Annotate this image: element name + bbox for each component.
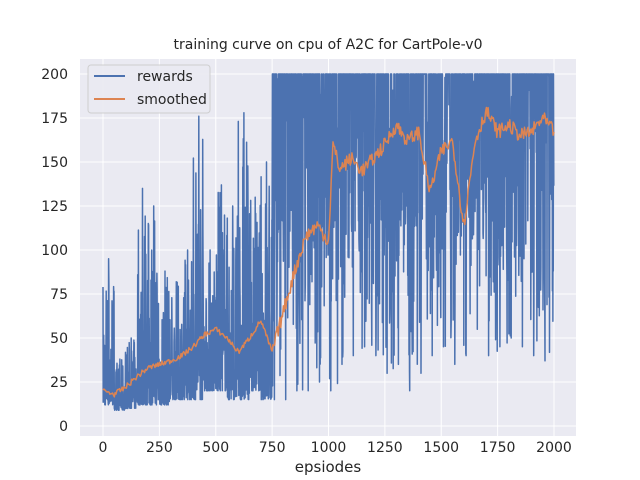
x-tick-label: 0 (99, 440, 108, 456)
x-tick-label: 750 (259, 440, 286, 456)
x-tick-label: 1750 (480, 440, 516, 456)
rewards-line (102, 73, 555, 411)
y-tick-labels: 0 25 50 75 100 125 150 175 200 (41, 67, 68, 435)
y-tick-label: 125 (41, 199, 68, 215)
y-tick-label: 50 (50, 331, 68, 347)
x-tick-label: 1000 (311, 440, 347, 456)
y-tick-label: 25 (50, 375, 68, 391)
x-axis-label: epsiodes (295, 458, 362, 476)
y-tick-label: 175 (41, 111, 68, 127)
y-tick-label: 75 (50, 287, 68, 303)
y-tick-label: 150 (41, 155, 68, 171)
y-tick-label: 0 (59, 419, 68, 435)
y-tick-label: 100 (41, 243, 68, 259)
x-tick-label: 2000 (536, 440, 572, 456)
legend-label-smoothed: smoothed (137, 92, 207, 108)
chart-title: training curve on cpu of A2C for CartPol… (174, 37, 483, 53)
x-tick-label: 250 (146, 440, 173, 456)
legend-label-rewards: rewards (137, 69, 193, 85)
plot-lines (102, 73, 555, 411)
x-tick-labels: 0 250 500 750 1000 1250 1500 1750 2000 (99, 440, 572, 456)
y-tick-label: 200 (41, 67, 68, 83)
x-tick-label: 1250 (367, 440, 403, 456)
legend: rewards smoothed (87, 64, 211, 114)
x-tick-label: 500 (202, 440, 229, 456)
smoothed-line (102, 106, 555, 398)
x-tick-label: 1500 (423, 440, 459, 456)
